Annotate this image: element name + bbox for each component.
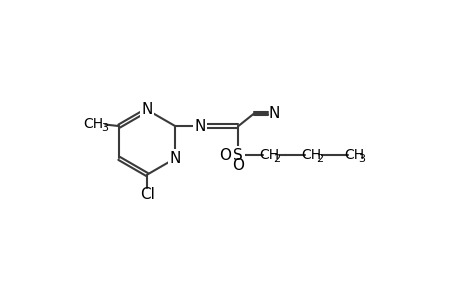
Text: 3: 3 <box>357 154 364 164</box>
Text: CH: CH <box>258 148 279 162</box>
Text: 2: 2 <box>315 154 322 164</box>
Text: O: O <box>218 148 230 163</box>
Text: 2: 2 <box>273 154 280 164</box>
Text: CH: CH <box>83 117 103 131</box>
Text: O: O <box>232 158 244 173</box>
Text: N: N <box>141 102 152 117</box>
Text: 3: 3 <box>101 123 108 133</box>
Text: S: S <box>233 148 243 163</box>
Text: N: N <box>268 106 279 121</box>
Text: CH: CH <box>343 148 363 162</box>
Text: Cl: Cl <box>140 187 154 202</box>
Text: N: N <box>169 151 180 166</box>
Text: N: N <box>194 118 205 134</box>
Text: CH: CH <box>301 148 321 162</box>
